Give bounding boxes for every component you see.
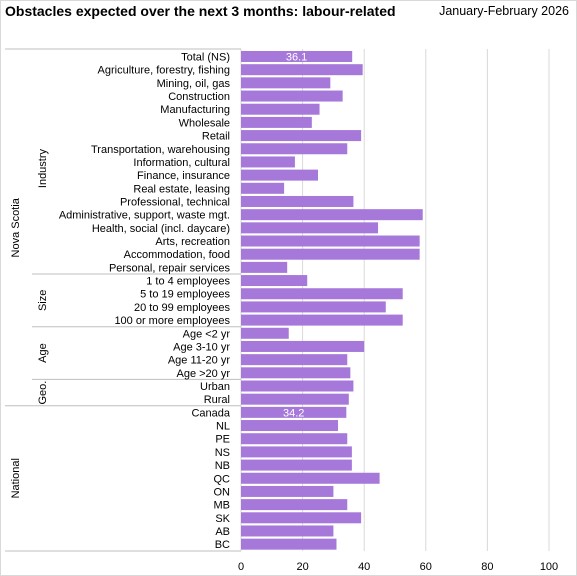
category-label: 100 or more employees [114, 315, 230, 327]
category-label: BC [215, 539, 230, 551]
bar [241, 169, 318, 181]
category-label: MB [214, 500, 231, 512]
bar [241, 222, 379, 234]
category-label: NS [215, 447, 230, 459]
category-label: AB [215, 526, 230, 538]
bar [241, 235, 420, 247]
group-label: Size [37, 290, 49, 311]
category-label: 20 to 99 employees [134, 302, 231, 314]
x-axis-ticks: 0 20 40 60 80 100 [238, 561, 558, 573]
category-label: Arts, recreation [155, 236, 230, 248]
data-labels: 36.1 34.2 [283, 52, 307, 420]
bar [241, 485, 334, 497]
category-label: PE [215, 434, 230, 446]
chart-period: January-February 2026 [439, 4, 569, 18]
bar [241, 90, 343, 102]
category-label: Mining, oil, gas [157, 78, 231, 90]
category-label: Health, social (incl. daycare) [92, 223, 230, 235]
bar [241, 538, 337, 550]
x-tick-label: 80 [481, 561, 493, 573]
category-label: Real estate, leasing [133, 183, 230, 195]
category-label: Transportation, warehousing [91, 144, 230, 156]
category-labels: Total (NS)Agriculture, forestry, fishing… [59, 52, 231, 552]
category-label: Wholesale [179, 117, 230, 129]
bar [241, 380, 354, 392]
category-label: Age >20 yr [176, 368, 230, 380]
bar [241, 103, 320, 115]
group-labels: Industry Size Age Geo. Nova Scotia National [10, 148, 49, 498]
bars [241, 51, 423, 550]
category-label: Urban [200, 381, 230, 393]
group-label: Industry [37, 148, 49, 188]
bar [241, 406, 347, 418]
bar [241, 275, 308, 287]
bar [241, 64, 363, 76]
group-dividers [5, 48, 241, 552]
category-label: Manufacturing [160, 104, 230, 116]
category-label: QC [214, 473, 231, 485]
category-label: SK [215, 513, 230, 525]
bar [241, 512, 362, 524]
category-label: Personal, repair services [109, 262, 231, 274]
bar [241, 156, 295, 168]
category-label: Canada [191, 407, 230, 419]
bar [241, 130, 362, 142]
bar [241, 499, 348, 511]
category-label: Administrative, support, waste mgt. [59, 210, 230, 222]
data-label: 36.1 [286, 52, 307, 64]
bar [241, 354, 348, 366]
bar [241, 51, 353, 62]
bar [241, 77, 331, 89]
category-label: Rural [204, 394, 230, 406]
category-label: Professional, technical [120, 196, 230, 208]
bar [241, 459, 352, 471]
outer-group-label: National [10, 458, 22, 498]
data-label: 34.2 [283, 407, 304, 419]
category-label: Age 3-10 yr [173, 341, 230, 353]
bar [241, 420, 339, 432]
category-label: Finance, insurance [137, 170, 230, 182]
category-label: Age 11-20 yr [168, 355, 231, 367]
bar [241, 248, 420, 260]
bar [241, 288, 403, 300]
category-label: Agriculture, forestry, fishing [98, 65, 230, 77]
bar [241, 327, 289, 339]
x-tick-label: 40 [358, 561, 370, 573]
bar [241, 301, 386, 313]
bar [241, 209, 423, 221]
bar [241, 433, 348, 445]
bar [241, 182, 285, 194]
bar [241, 143, 348, 155]
category-label: Construction [168, 91, 230, 103]
category-label: ON [214, 486, 231, 498]
bar [241, 261, 288, 273]
category-label: Total (NS) [181, 52, 230, 64]
bar [241, 116, 312, 128]
bar [241, 446, 352, 458]
bar [241, 340, 365, 352]
category-label: Information, cultural [133, 157, 230, 169]
category-label: 5 to 19 employees [140, 289, 230, 301]
category-label: 1 to 4 employees [146, 276, 230, 288]
bar [241, 393, 349, 405]
bar [241, 314, 403, 326]
x-tick-label: 60 [420, 561, 432, 573]
chart-title: Obstacles expected over the next 3 month… [5, 3, 396, 19]
bar [241, 367, 351, 379]
category-label: NL [216, 421, 230, 433]
category-label: Accommodation, food [124, 249, 230, 261]
x-tick-label: 20 [296, 561, 308, 573]
x-tick-label: 0 [238, 561, 244, 573]
category-label: Retail [202, 131, 230, 143]
bar [241, 195, 354, 207]
x-tick-label: 100 [540, 561, 558, 573]
group-label: Geo. [37, 381, 49, 405]
outer-group-label: Nova Scotia [10, 197, 22, 257]
group-label: Age [37, 343, 49, 363]
bar [241, 472, 380, 484]
bar [241, 525, 334, 537]
category-label: NB [215, 460, 230, 472]
category-label: Age <2 yr [183, 328, 231, 340]
